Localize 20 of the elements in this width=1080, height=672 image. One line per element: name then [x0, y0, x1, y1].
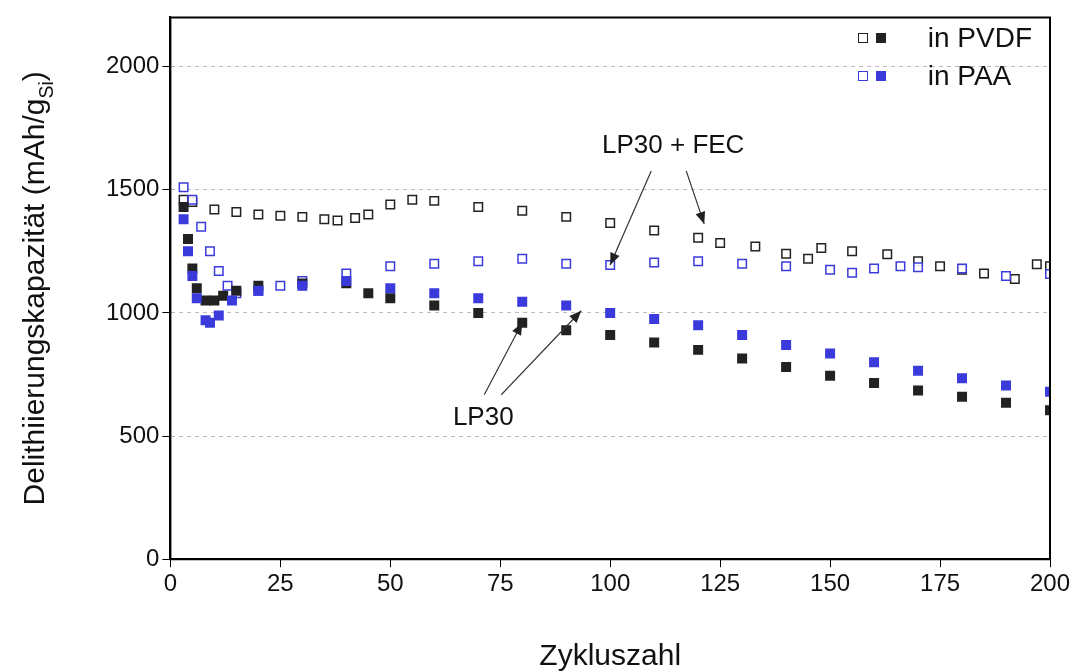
- y-tick-label: 1500: [106, 174, 160, 202]
- x-tick-label: 200: [1029, 569, 1071, 597]
- x-axis-title: Zykluszahl: [539, 638, 682, 671]
- y-tick-label: 500: [119, 420, 160, 448]
- x-tick-label: 25: [266, 569, 294, 597]
- x-tick-label: 0: [163, 569, 178, 597]
- x-tick-label: 50: [376, 569, 404, 597]
- y-axis-title: Delithiierungskapazität (mAh/gSi): [17, 71, 57, 506]
- x-tick-label: 125: [700, 569, 741, 597]
- x-tick-label: 150: [810, 569, 851, 597]
- annotation: LP30: [452, 400, 514, 431]
- x-tick-label: 75: [486, 569, 514, 597]
- y-tick-label: 0: [146, 543, 160, 571]
- y-tick-label: 1000: [106, 297, 160, 325]
- x-tick-label: 175: [920, 569, 961, 597]
- x-tick-label: 100: [590, 569, 631, 597]
- legend-label: in PVDF: [927, 21, 1032, 56]
- annotation: LP30 + FEC: [602, 129, 745, 160]
- y-tick-label: 2000: [106, 51, 160, 79]
- legend-label: in PAA: [927, 59, 1012, 94]
